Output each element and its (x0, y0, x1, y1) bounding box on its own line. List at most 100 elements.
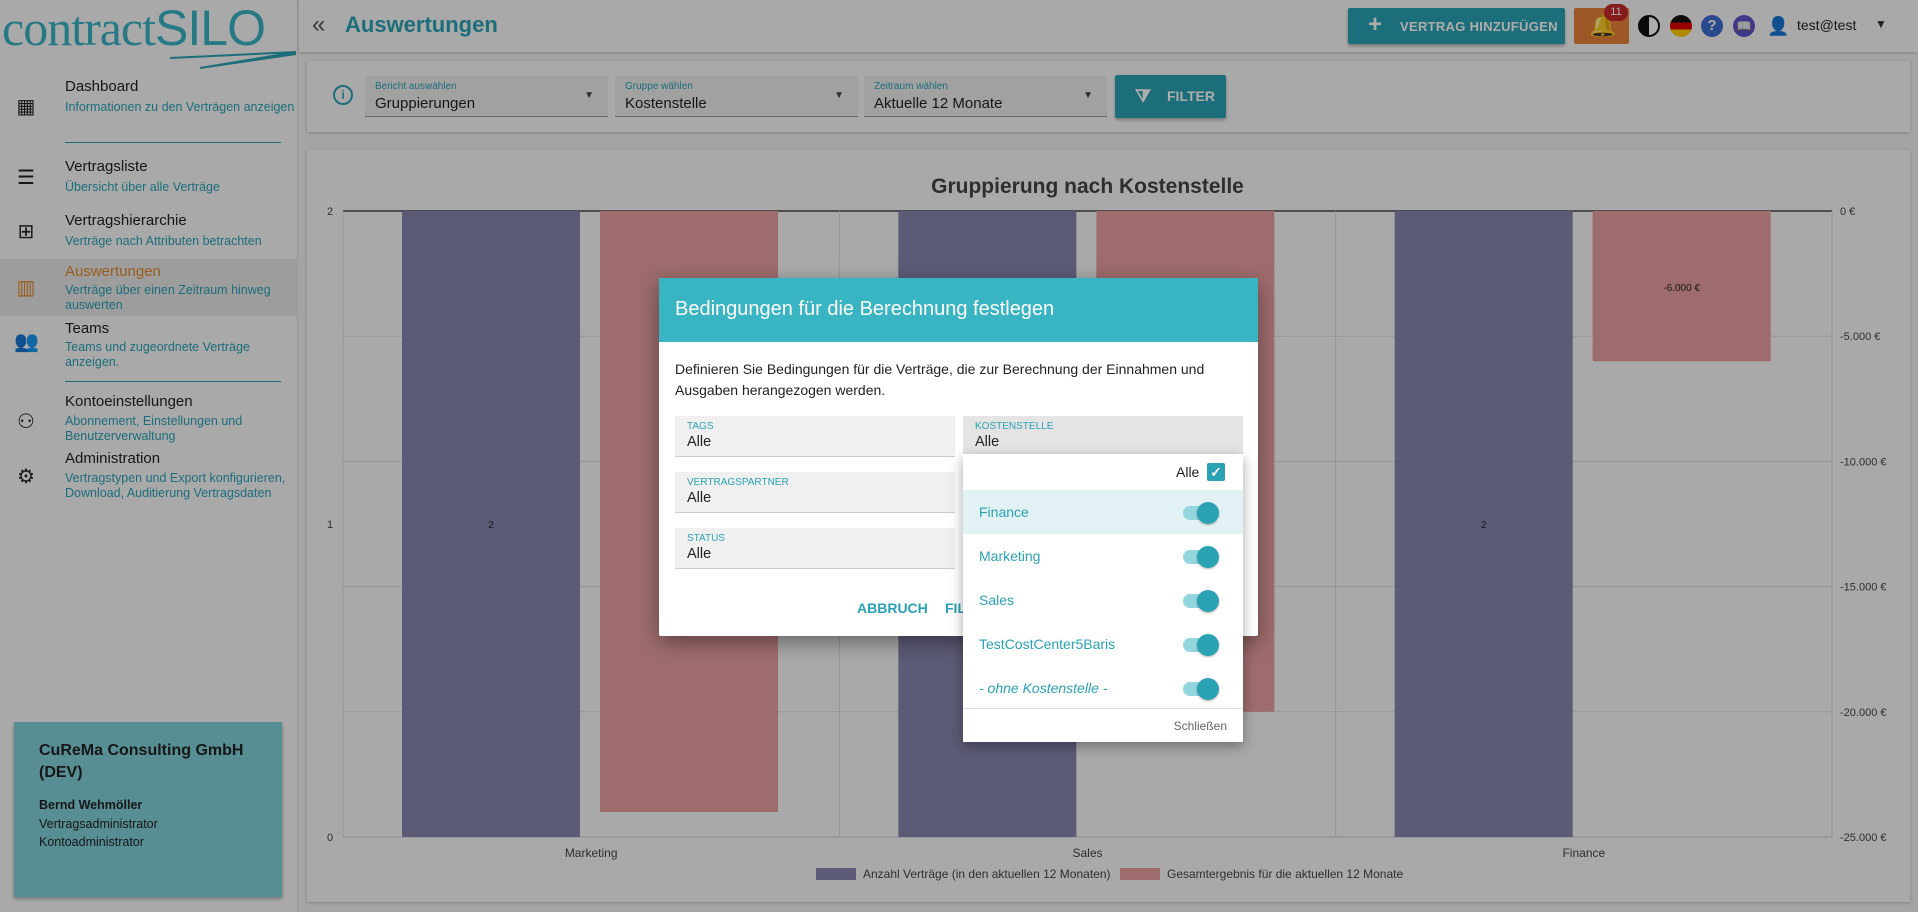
option-label: TestCostCenter5Baris (979, 636, 1116, 652)
dialog-header: Bedingungen für die Berechnung festlegen (659, 278, 1258, 342)
bar-result (1592, 211, 1771, 362)
kostenstelle-field-value: Alle (975, 434, 1000, 450)
sidebar-item-kontoeinstellungen[interactable]: ⚇ Kontoeinstellungen Abonnement, Einstel… (0, 390, 298, 446)
logo[interactable]: contractSILO (0, 0, 298, 72)
caret-down-icon: ▼ (1083, 90, 1093, 101)
german-flag-icon[interactable] (1670, 15, 1692, 37)
logo-part1: contract (2, 0, 156, 56)
option-finance[interactable]: Finance (963, 490, 1243, 534)
bar-data-label: 2 (1481, 520, 1487, 531)
sidebar-item-auswertungen[interactable]: ▥ Auswertungen Verträge über einen Zeitr… (0, 259, 298, 316)
partner-field-label: VERTRAGSPARTNER (687, 477, 789, 488)
notification-badge: 11 (1604, 4, 1628, 21)
sidebar-item-vertragshierarchie[interactable]: ⊞ Vertragshierarchie Verträge nach Attri… (0, 206, 298, 254)
account-settings-icon: ⚇ (17, 411, 35, 433)
sidebar-item-label: Teams (65, 320, 110, 337)
close-label: Schließen (1173, 719, 1227, 733)
user-avatar-icon[interactable]: 👤 (1767, 16, 1790, 36)
toggle-knob[interactable] (1197, 546, 1219, 568)
partner-field[interactable]: VERTRAGSPARTNER Alle (675, 472, 955, 513)
dialog-description: Definieren Sie Bedingungen für die Vertr… (675, 361, 1205, 398)
option-sales[interactable]: Sales (963, 578, 1243, 622)
filter-bar: i Bericht auswählen Gruppierungen ▼ Grup… (307, 61, 1910, 132)
sidebar-item-label: Auswertungen (65, 263, 161, 280)
right-tick-label: 0 € (1840, 206, 1855, 218)
bar-count (1394, 211, 1573, 837)
left-tick-label: 0 (327, 832, 333, 844)
kostenstelle-field-label: KOSTENSTELLE (975, 421, 1054, 432)
logo-swoosh (169, 51, 297, 69)
group-select-value: Kostenstelle (625, 95, 707, 112)
sidebar-item-dashboard[interactable]: ▦ Dashboard Informationen zu den Verträg… (0, 72, 298, 142)
option-marketing[interactable]: Marketing (963, 534, 1243, 578)
contrast-icon[interactable] (1638, 15, 1660, 37)
chevron-down-icon[interactable]: ▼ (1875, 17, 1887, 31)
sidebar-item-sub: Informationen zu den Verträgen anzeigen (65, 100, 295, 114)
toggle-knob[interactable] (1197, 590, 1219, 612)
sidebar-item-sub: Verträge nach Attributen betrachten (65, 234, 262, 248)
period-select-label: Zeitraum wählen (874, 81, 948, 92)
filter-button[interactable]: ⧩ FILTER (1115, 75, 1226, 118)
checkbox-checked-icon[interactable]: ✓ (1207, 463, 1225, 481)
bar-count (402, 211, 580, 837)
kostenstelle-field[interactable]: KOSTENSTELLE Alle (963, 416, 1243, 457)
user-name[interactable]: test@test (1797, 17, 1857, 33)
right-tick-label: -10.000 € (1840, 456, 1886, 468)
legend-swatch (1120, 868, 1160, 880)
right-tick-label: -15.000 € (1840, 582, 1886, 594)
manual-book-icon[interactable]: 📖 (1733, 15, 1755, 37)
x-tick-label: Marketing (565, 846, 618, 860)
report-select-value: Gruppierungen (375, 95, 476, 112)
select-all-option[interactable]: Alle ✓ (963, 454, 1243, 490)
add-contract-button[interactable]: + VERTRAG HINZUFÜGEN (1348, 8, 1565, 44)
help-icon[interactable]: ? (1701, 15, 1723, 37)
toggle-knob[interactable] (1197, 502, 1219, 524)
kostenstelle-dropdown: Alle ✓ Finance Marketing Sales TestCostC… (963, 454, 1243, 742)
page-title: Auswertungen (345, 12, 498, 37)
hierarchy-icon: ⊞ (17, 221, 35, 243)
option-testcostcenter[interactable]: TestCostCenter5Baris (963, 622, 1243, 666)
plus-icon: + (1368, 11, 1383, 38)
bar-data-label: 2 (488, 520, 494, 531)
cancel-button[interactable]: ABBRUCH (857, 600, 928, 616)
caret-down-icon: ▼ (584, 90, 594, 101)
filter-button-label: FILTER (1167, 88, 1215, 104)
sidebar-item-sub: Abonnement, Einstellungen und Benutzerve… (65, 414, 243, 443)
status-field[interactable]: STATUS Alle (675, 528, 955, 569)
group-select[interactable]: Gruppe wählen Kostenstelle ▼ (615, 76, 858, 117)
user-role: Vertragsadministrator (39, 817, 158, 831)
tags-field[interactable]: TAGS Alle (675, 416, 955, 457)
sidebar: contractSILO ▦ Dashboard Informationen z… (0, 0, 298, 912)
gear-icon: ⚙ (17, 466, 35, 488)
chart-icon: ▥ (16, 277, 36, 299)
option-ohne-kostenstelle[interactable]: - ohne Kostenstelle - (963, 666, 1243, 710)
notifications-button[interactable]: 🔔 11 (1574, 4, 1629, 44)
user-role: Kontoadministrator (39, 835, 144, 849)
report-select-label: Bericht auswählen (375, 81, 457, 92)
confirm-filter-button[interactable]: FIL (945, 600, 966, 616)
logo-part2: SILO (155, 0, 266, 56)
sidebar-item-sub: Verträge über einen Zeitraum hinweg ausw… (65, 283, 271, 312)
toggle-knob[interactable] (1197, 634, 1219, 656)
sidebar-item-label: Vertragsliste (65, 158, 148, 175)
account-card[interactable]: CuReMa Consulting GmbH (DEV) Bernd Wehmö… (14, 722, 282, 897)
group-select-label: Gruppe wählen (625, 81, 693, 92)
filter-icon: ⧩ (1135, 86, 1152, 106)
right-tick-label: -25.000 € (1840, 832, 1886, 844)
report-select[interactable]: Bericht auswählen Gruppierungen ▼ (365, 76, 608, 117)
sidebar-item-teams[interactable]: 👥 Teams Teams und zugeordnete Verträge a… (0, 316, 298, 376)
left-tick-label: 1 (327, 519, 333, 531)
option-label: - ohne Kostenstelle - (979, 680, 1108, 696)
toggle-knob[interactable] (1197, 678, 1219, 700)
period-select[interactable]: Zeitraum wählen Aktuelle 12 Monate ▼ (864, 76, 1107, 117)
sidebar-item-label: Kontoeinstellungen (65, 393, 193, 410)
team-icon: 👥 (14, 331, 39, 353)
dropdown-close-button[interactable]: Schließen (963, 708, 1243, 742)
collapse-sidebar-icon[interactable]: « (312, 11, 326, 38)
sidebar-item-vertragsliste[interactable]: ☰ Vertragsliste Übersicht über alle Vert… (0, 152, 298, 200)
info-icon[interactable]: i (333, 85, 353, 105)
status-field-value: Alle (687, 546, 712, 562)
sidebar-item-administration[interactable]: ⚙ Administration Vertragstypen und Expor… (0, 447, 298, 503)
divider (65, 381, 281, 382)
x-tick-label: Finance (1562, 846, 1605, 860)
